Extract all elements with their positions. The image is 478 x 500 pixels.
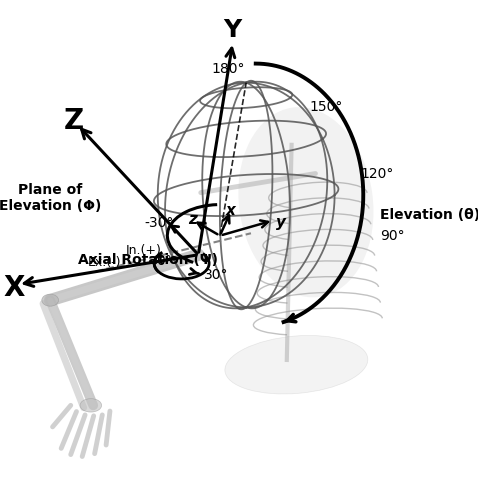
Ellipse shape (239, 107, 373, 298)
Text: Plane of
Elevation (Φ): Plane of Elevation (Φ) (0, 184, 101, 214)
Ellipse shape (80, 398, 101, 412)
Text: 30°: 30° (204, 268, 229, 282)
Text: 180°: 180° (212, 62, 245, 76)
Text: 0°: 0° (156, 254, 172, 268)
Text: Axial Rotation (Ψ): Axial Rotation (Ψ) (78, 252, 218, 266)
Text: Y: Y (224, 18, 242, 42)
Ellipse shape (42, 294, 58, 306)
Text: -30°: -30° (144, 216, 174, 230)
Text: y: y (276, 215, 286, 230)
Text: x: x (226, 204, 236, 218)
Text: Elevation (θ): Elevation (θ) (380, 208, 478, 222)
Text: z: z (188, 212, 196, 228)
Text: Ex.(-): Ex.(-) (87, 256, 121, 269)
Text: Z: Z (64, 107, 84, 135)
Text: X: X (4, 274, 25, 302)
Ellipse shape (225, 336, 368, 394)
Text: In.(+): In.(+) (125, 244, 162, 256)
Text: 120°: 120° (361, 166, 394, 180)
Text: 150°: 150° (309, 100, 343, 114)
Text: 90°: 90° (380, 228, 404, 242)
